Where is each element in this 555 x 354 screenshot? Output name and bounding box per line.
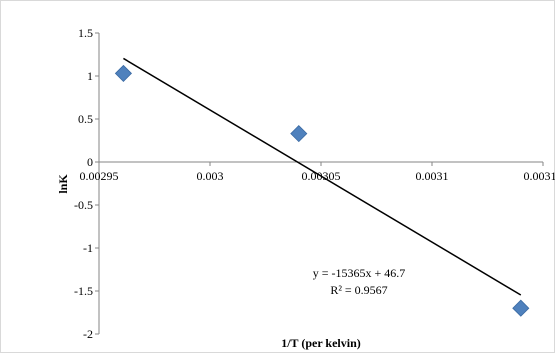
trendline: [123, 58, 520, 295]
y-tick-label: 0: [87, 155, 93, 169]
y-tick-label: 1.5: [78, 26, 93, 40]
data-point-marker: [513, 300, 529, 316]
tick-labels: 1.510.50-0.5-1-1.5-20.002950.0030.003050…: [74, 26, 555, 341]
x-axis-title: 1/T (per kelvin): [281, 336, 361, 350]
data-point-marker: [115, 65, 131, 81]
x-tick-label: 0.00295: [80, 169, 119, 183]
data-point-marker: [291, 126, 307, 142]
y-tick-label: 1: [87, 69, 93, 83]
y-tick-label: -1: [83, 241, 93, 255]
y-tick-label: -1.5: [74, 284, 93, 298]
x-tick-label: 0.00315: [524, 169, 555, 183]
trendline-r-squared: R² = 0.9567: [330, 283, 387, 297]
y-tick-label: -0.5: [74, 198, 93, 212]
y-tick-label: 0.5: [78, 112, 93, 126]
y-axis-title: lnK: [56, 174, 70, 194]
axes: [95, 33, 543, 334]
x-tick-label: 0.0031: [416, 169, 449, 183]
trendline-group: [123, 58, 520, 295]
trendline-equation: y = -15365x + 46.7: [313, 266, 406, 280]
y-tick-label: -2: [83, 327, 93, 341]
x-tick-label: 0.003: [197, 169, 224, 183]
